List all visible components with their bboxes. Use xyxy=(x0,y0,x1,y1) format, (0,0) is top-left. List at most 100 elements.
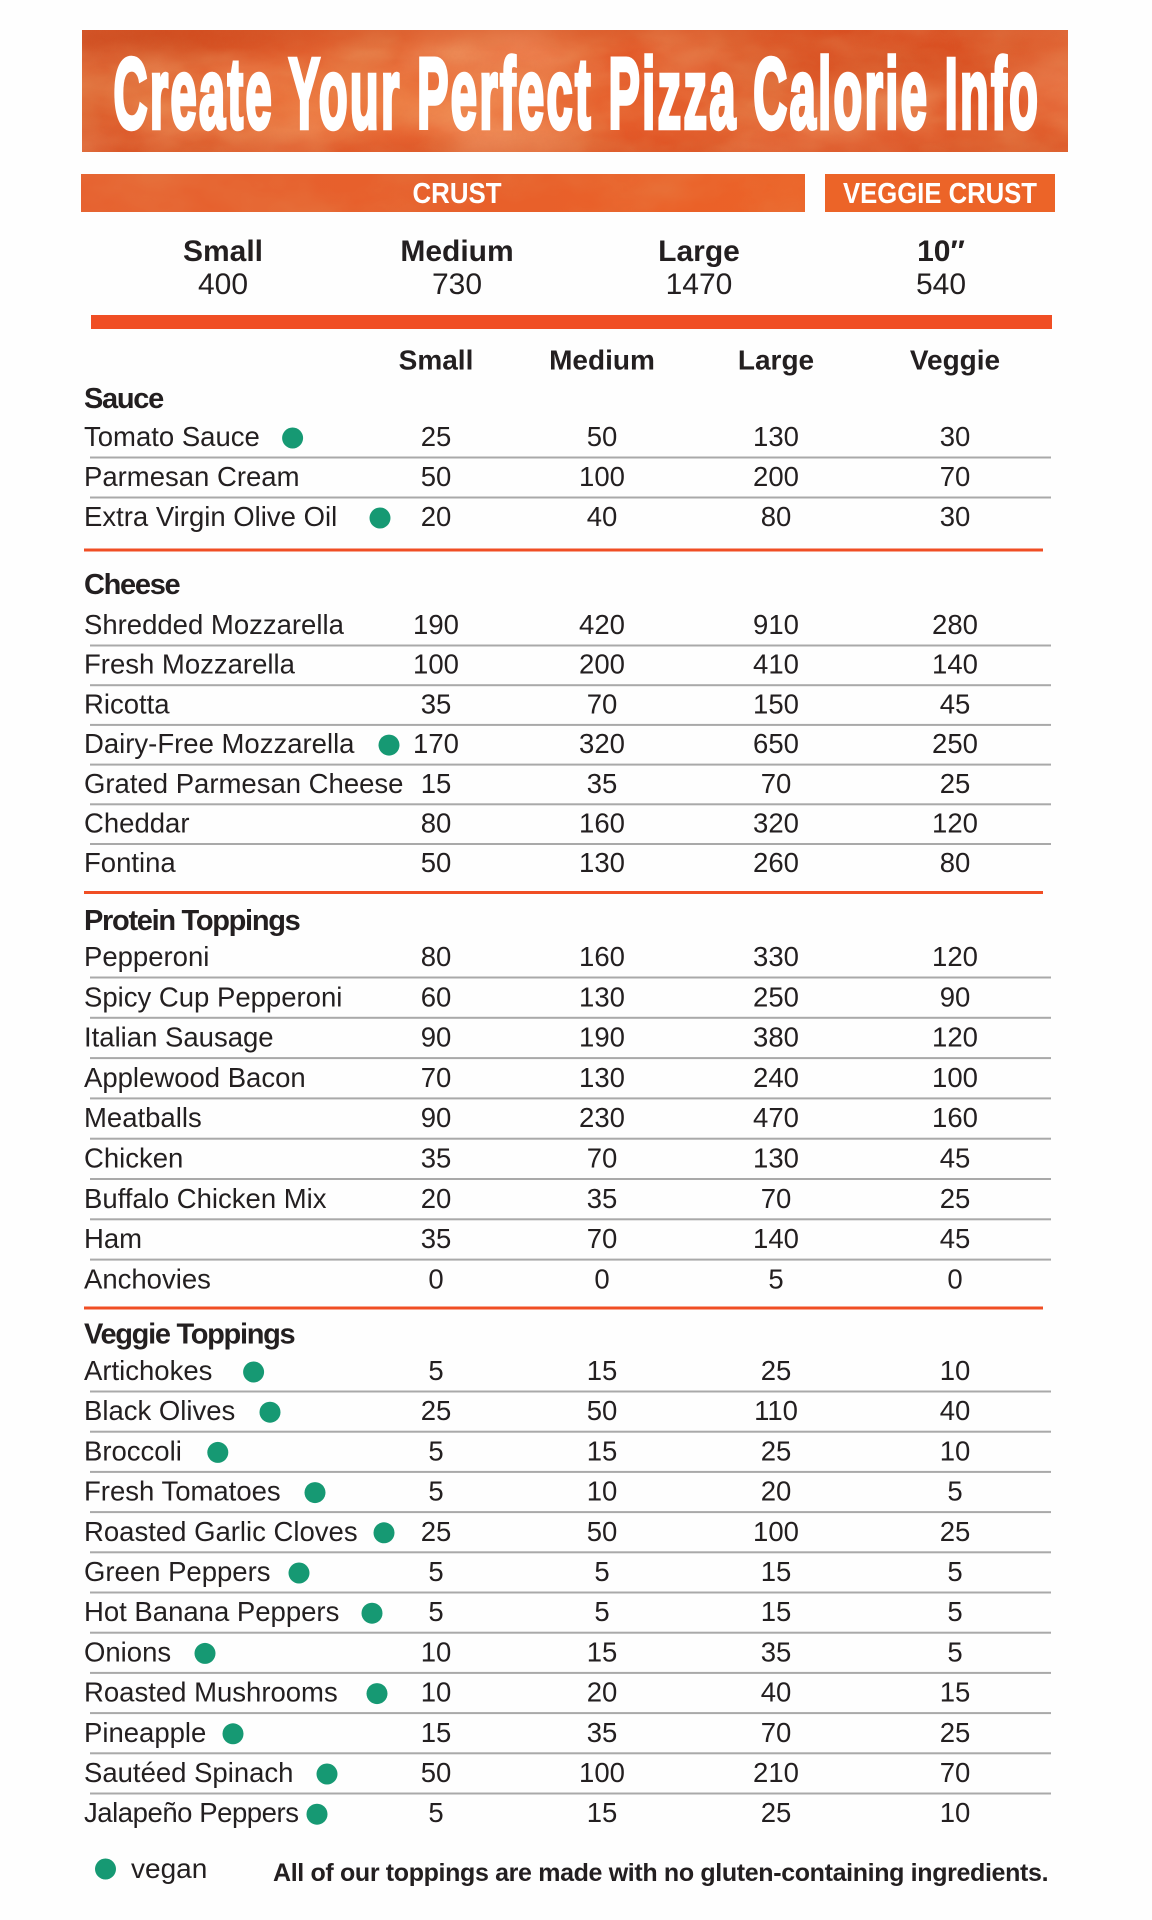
svg-text:10: 10 xyxy=(940,1435,971,1466)
svg-text:730: 730 xyxy=(432,268,482,301)
svg-text:5: 5 xyxy=(947,1636,962,1667)
svg-text:100: 100 xyxy=(753,1516,799,1547)
svg-text:120: 120 xyxy=(932,941,978,972)
svg-text:70: 70 xyxy=(761,768,792,799)
svg-text:20: 20 xyxy=(761,1476,792,1507)
svg-text:35: 35 xyxy=(587,1183,618,1214)
svg-text:45: 45 xyxy=(940,1223,971,1254)
svg-text:All of our toppings are made w: All of our toppings are made with no glu… xyxy=(273,1859,1048,1887)
svg-text:15: 15 xyxy=(587,1435,618,1466)
svg-text:330: 330 xyxy=(753,941,799,972)
svg-text:25: 25 xyxy=(940,1516,971,1547)
svg-text:15: 15 xyxy=(587,1636,618,1667)
svg-text:Veggie Toppings: Veggie Toppings xyxy=(84,1319,295,1351)
svg-text:90: 90 xyxy=(940,981,971,1012)
svg-text:vegan: vegan xyxy=(131,1853,207,1884)
svg-text:Medium: Medium xyxy=(400,235,513,268)
svg-text:190: 190 xyxy=(413,609,459,640)
svg-text:150: 150 xyxy=(753,688,799,719)
svg-text:5: 5 xyxy=(428,1435,443,1466)
svg-text:100: 100 xyxy=(579,461,625,492)
svg-text:40: 40 xyxy=(761,1677,792,1708)
svg-text:20: 20 xyxy=(421,501,452,532)
svg-text:420: 420 xyxy=(579,609,625,640)
svg-text:Buffalo Chicken Mix: Buffalo Chicken Mix xyxy=(84,1183,327,1214)
svg-text:100: 100 xyxy=(413,649,459,680)
svg-text:160: 160 xyxy=(579,808,625,839)
svg-text:5: 5 xyxy=(428,1596,443,1627)
svg-text:Grated Parmesan Cheese: Grated Parmesan Cheese xyxy=(84,768,403,799)
svg-text:1470: 1470 xyxy=(666,268,733,301)
svg-text:15: 15 xyxy=(761,1556,792,1587)
svg-text:40: 40 xyxy=(940,1395,971,1426)
svg-text:40: 40 xyxy=(587,501,618,532)
svg-text:Cheddar: Cheddar xyxy=(84,808,190,839)
svg-text:VEGGIE CRUST: VEGGIE CRUST xyxy=(843,178,1037,210)
svg-text:Anchovies: Anchovies xyxy=(84,1263,211,1294)
svg-text:140: 140 xyxy=(753,1223,799,1254)
svg-text:10: 10 xyxy=(421,1677,452,1708)
svg-text:70: 70 xyxy=(940,461,971,492)
svg-text:200: 200 xyxy=(753,461,799,492)
svg-text:25: 25 xyxy=(761,1797,792,1828)
svg-text:Roasted Garlic Cloves: Roasted Garlic Cloves xyxy=(84,1516,358,1547)
svg-text:0: 0 xyxy=(594,1263,609,1294)
svg-text:25: 25 xyxy=(421,421,452,452)
svg-text:0: 0 xyxy=(947,1263,962,1294)
svg-text:Fresh Tomatoes: Fresh Tomatoes xyxy=(84,1476,281,1507)
svg-text:25: 25 xyxy=(761,1435,792,1466)
svg-text:Fresh Mozzarella: Fresh Mozzarella xyxy=(84,649,296,680)
svg-text:30: 30 xyxy=(940,421,971,452)
svg-text:250: 250 xyxy=(753,981,799,1012)
svg-text:130: 130 xyxy=(579,981,625,1012)
svg-text:Italian Sausage: Italian Sausage xyxy=(84,1022,274,1053)
svg-text:Large: Large xyxy=(658,235,740,268)
svg-text:80: 80 xyxy=(421,941,452,972)
svg-text:Broccoli: Broccoli xyxy=(84,1435,182,1466)
svg-text:130: 130 xyxy=(753,421,799,452)
svg-text:5: 5 xyxy=(594,1556,609,1587)
svg-text:15: 15 xyxy=(761,1596,792,1627)
svg-text:20: 20 xyxy=(587,1677,618,1708)
svg-text:Tomato Sauce: Tomato Sauce xyxy=(84,421,260,452)
svg-text:5: 5 xyxy=(428,1556,443,1587)
svg-text:240: 240 xyxy=(753,1062,799,1093)
svg-text:Pineapple: Pineapple xyxy=(84,1717,206,1748)
svg-text:70: 70 xyxy=(761,1183,792,1214)
svg-text:Protein Toppings: Protein Toppings xyxy=(84,905,300,937)
svg-text:410: 410 xyxy=(753,649,799,680)
svg-text:Sauce: Sauce xyxy=(84,383,164,415)
svg-text:130: 130 xyxy=(753,1143,799,1174)
svg-text:25: 25 xyxy=(421,1395,452,1426)
svg-text:50: 50 xyxy=(587,1516,618,1547)
svg-text:170: 170 xyxy=(413,728,459,759)
svg-text:140: 140 xyxy=(932,649,978,680)
svg-text:250: 250 xyxy=(932,728,978,759)
svg-text:45: 45 xyxy=(940,688,971,719)
svg-text:25: 25 xyxy=(940,1183,971,1214)
svg-text:25: 25 xyxy=(940,1717,971,1748)
svg-text:320: 320 xyxy=(753,808,799,839)
svg-text:230: 230 xyxy=(579,1102,625,1133)
svg-text:910: 910 xyxy=(753,609,799,640)
svg-text:Small: Small xyxy=(183,235,263,268)
svg-text:160: 160 xyxy=(932,1102,978,1133)
svg-text:Medium: Medium xyxy=(549,345,655,376)
svg-text:650: 650 xyxy=(753,728,799,759)
svg-text:25: 25 xyxy=(421,1516,452,1547)
svg-text:90: 90 xyxy=(421,1022,452,1053)
svg-text:10: 10 xyxy=(940,1797,971,1828)
svg-text:120: 120 xyxy=(932,1022,978,1053)
svg-text:70: 70 xyxy=(761,1717,792,1748)
svg-text:210: 210 xyxy=(753,1757,799,1788)
svg-text:Artichokes: Artichokes xyxy=(84,1355,212,1386)
svg-text:Sautéed Spinach: Sautéed Spinach xyxy=(84,1757,293,1788)
svg-text:100: 100 xyxy=(932,1062,978,1093)
svg-text:Onions: Onions xyxy=(84,1636,171,1667)
svg-text:320: 320 xyxy=(579,728,625,759)
svg-text:Parmesan Cream: Parmesan Cream xyxy=(84,461,300,492)
svg-text:20: 20 xyxy=(421,1183,452,1214)
svg-text:Spicy Cup Pepperoni: Spicy Cup Pepperoni xyxy=(84,981,342,1012)
svg-text:35: 35 xyxy=(421,688,452,719)
svg-text:50: 50 xyxy=(421,461,452,492)
